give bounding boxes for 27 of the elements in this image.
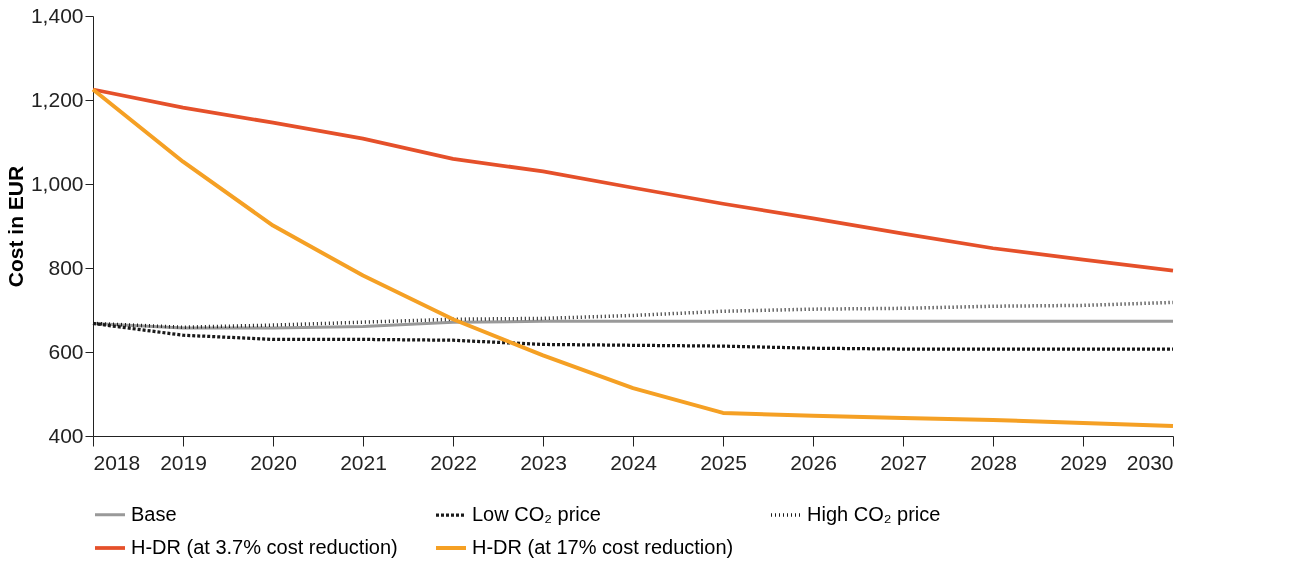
y-tick-label: 800: [48, 255, 84, 279]
x-tick-label: 2025: [700, 450, 747, 474]
x-tick-label: 2020: [250, 450, 297, 474]
x-tick-label: 2022: [430, 450, 477, 474]
y-tick-label: 1,400: [30, 3, 84, 27]
y-tick-label: 1,000: [30, 171, 84, 195]
legend-label: H-DR (at 17% cost reduction): [472, 536, 734, 558]
x-tick-label: 2028: [970, 450, 1017, 474]
x-tick-label: 2021: [340, 450, 387, 474]
y-tick-label: 400: [48, 423, 84, 447]
x-tick-label: 2029: [1060, 450, 1107, 474]
x-tick-label: 2030: [1126, 450, 1174, 474]
line-series: [91, 87, 1175, 428]
legend-label: H-DR (at 3.7% cost reduction): [131, 536, 398, 558]
x-tick-label: 2024: [610, 450, 658, 474]
legend-label: Base: [131, 502, 177, 525]
x-tick-label: 2027: [880, 450, 927, 474]
x-tick-label: 2019: [160, 450, 207, 474]
y-axis-title: Cost in EUR: [3, 165, 27, 288]
legend-label: Low CO₂ price: [472, 503, 601, 525]
y-tick-label: 1,200: [30, 87, 84, 111]
x-tick-label: 2023: [520, 450, 567, 474]
x-tick-label: 2026: [790, 450, 837, 474]
line-series: [91, 87, 1175, 273]
x-tick-label: 2018: [93, 450, 141, 474]
legend-label: High CO₂ price: [807, 503, 941, 525]
y-tick-label: 600: [48, 339, 84, 363]
